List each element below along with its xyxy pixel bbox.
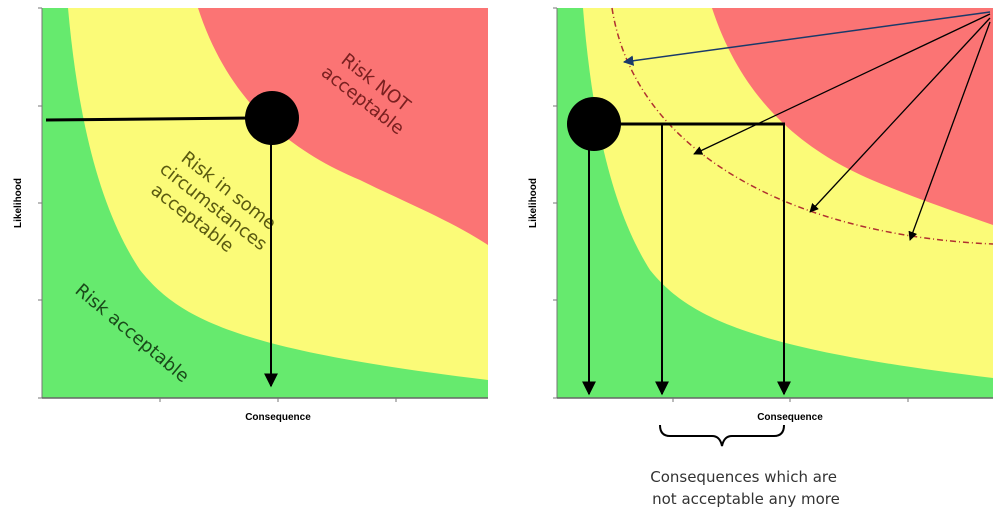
right-y-ticks bbox=[553, 7, 557, 399]
left-risk-point bbox=[245, 91, 299, 145]
right-risk-chart: Likelihood Consequence Consequences whic… bbox=[528, 7, 993, 508]
right-red-zone bbox=[712, 8, 993, 225]
left-x-axis-label: Consequence bbox=[245, 412, 311, 423]
left-y-axis-label: Likelihood bbox=[13, 178, 24, 228]
right-curly-brace bbox=[659, 424, 785, 447]
right-x-ticks bbox=[672, 398, 909, 402]
right-shift-arrow-4 bbox=[908, 21, 991, 241]
right-shift-arrow-2 bbox=[693, 13, 991, 155]
right-caption: Consequences which are not acceptable an… bbox=[650, 468, 842, 508]
right-y-axis-label: Likelihood bbox=[528, 178, 539, 228]
right-risk-point bbox=[567, 97, 621, 151]
left-y-ticks bbox=[38, 7, 42, 399]
left-risk-chart: Risk NOT acceptable Risk in some circums… bbox=[13, 7, 488, 423]
right-shift-arrow-3 bbox=[809, 17, 991, 213]
right-shifted-boundary-curve bbox=[611, 7, 993, 245]
right-shift-arrow-1 bbox=[622, 11, 991, 66]
right-x-axis-label: Consequence bbox=[757, 412, 823, 423]
left-red-zone bbox=[198, 8, 488, 245]
left-x-ticks bbox=[159, 398, 397, 402]
left-horizontal-line bbox=[45, 116, 253, 122]
